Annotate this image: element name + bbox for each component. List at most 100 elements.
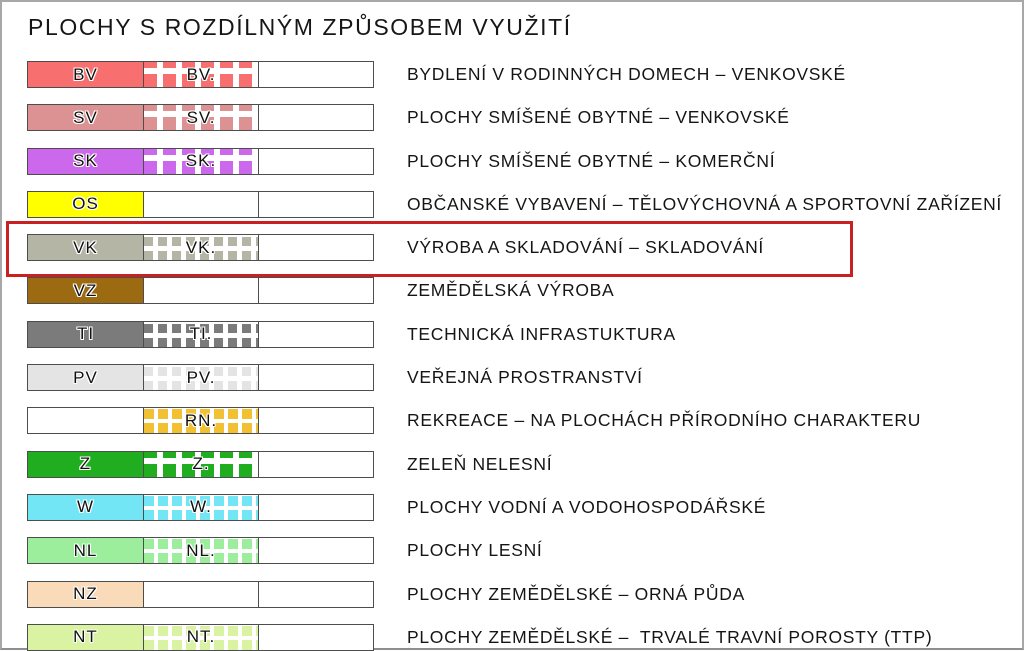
- legend-row-TI: TI TI. TECHNICKÁ INFRASTUKTURA: [27, 320, 1022, 348]
- swatch-bar: SV SV.: [27, 104, 374, 132]
- area-code-label: SV: [73, 107, 98, 127]
- area-code-label: OS: [72, 194, 99, 214]
- empty-swatch: [259, 105, 373, 131]
- empty-swatch: [259, 408, 373, 434]
- area-code-label: NT: [73, 627, 98, 647]
- color-swatch: NZ: [28, 581, 144, 607]
- area-description: TECHNICKÁ INFRASTUKTURA: [407, 323, 676, 344]
- pattern-swatch: PV.: [144, 365, 259, 391]
- legend-row-SV: SV SV. PLOCHY SMÍŠENÉ OBYTNÉ – VENKOVSKÉ: [27, 104, 1022, 132]
- empty-swatch: [259, 624, 373, 650]
- color-swatch: SV: [28, 105, 144, 131]
- pattern-swatch: RN.: [144, 408, 259, 434]
- empty-swatch: [259, 235, 373, 261]
- area-code-label: SK: [73, 151, 98, 171]
- pattern-swatch: NL.: [144, 538, 259, 564]
- area-code-label: W: [76, 497, 95, 517]
- legend-row-PV: PV PV. VEŘEJNÁ PROSTRANSTVÍ: [27, 364, 1022, 392]
- swatch-bar: VK VK.: [27, 234, 374, 262]
- swatch-bar: NL NL.: [27, 537, 374, 565]
- legend-row-NZ: NZ PLOCHY ZEMĚDĚLSKÉ – ORNÁ PŮDA: [27, 580, 1022, 608]
- empty-swatch: [259, 62, 373, 87]
- swatch-bar: TI TI.: [27, 320, 374, 348]
- color-swatch: VK: [28, 235, 144, 261]
- pattern-swatch: [144, 191, 259, 217]
- pattern-swatch: TI.: [144, 321, 259, 347]
- area-description: PLOCHY SMÍŠENÉ OBYTNÉ – KOMERČNÍ: [407, 150, 776, 171]
- empty-swatch: [259, 538, 373, 564]
- swatch-bar: W W.: [27, 493, 374, 521]
- pattern-swatch: [144, 581, 259, 607]
- area-description: PLOCHY SMÍŠENÉ OBYTNÉ – VENKOVSKÉ: [407, 107, 790, 128]
- pattern-code-label: SK.: [185, 151, 217, 171]
- color-swatch: OS: [28, 191, 144, 217]
- empty-swatch: [259, 494, 373, 520]
- area-code-label: NL: [73, 540, 98, 560]
- area-description: PLOCHY ZEMĚDĚLSKÉ – ORNÁ PŮDA: [407, 583, 745, 604]
- area-description: VÝROBA A SKLADOVÁNÍ – SKLADOVÁNÍ: [407, 237, 764, 258]
- legend-row-SK: SK SK. PLOCHY SMÍŠENÉ OBYTNÉ – KOMERČNÍ: [27, 147, 1022, 175]
- color-swatch: [28, 408, 144, 434]
- swatch-bar: NT NT.: [27, 623, 374, 651]
- pattern-code-label: W.: [190, 497, 212, 517]
- area-code-label: PV: [73, 367, 98, 387]
- legend-row-VZ: VZ ZEMĚDĚLSKÁ VÝROBA: [27, 277, 1022, 305]
- area-code-label: VZ: [73, 280, 98, 300]
- swatch-bar: OS: [27, 190, 374, 218]
- color-swatch: SK: [28, 148, 144, 174]
- swatch-bar: PV PV.: [27, 364, 374, 392]
- swatch-bar: NZ: [27, 580, 374, 608]
- swatch-bar: VZ: [27, 277, 374, 305]
- empty-swatch: [259, 581, 373, 607]
- color-swatch: VZ: [28, 278, 144, 304]
- pattern-swatch: [144, 278, 259, 304]
- area-code-label: NZ: [73, 584, 98, 604]
- area-description: PLOCHY LESNÍ: [407, 540, 543, 561]
- pattern-code-label: VK.: [185, 237, 217, 257]
- page-title: PLOCHY S ROZDÍLNÝM ZPŮSOBEM VYUŽITÍ: [28, 14, 572, 40]
- empty-swatch: [259, 451, 373, 477]
- color-swatch: W: [28, 494, 144, 520]
- pattern-swatch: NT.: [144, 624, 259, 650]
- pattern-swatch: SV.: [144, 105, 259, 131]
- pattern-code-label: NL.: [186, 540, 216, 560]
- legend-row-NT: NT NT. PLOCHY ZEMĚDĚLSKÉ – TRVALÉ TRAVNÍ…: [27, 623, 1022, 651]
- area-code-label: TI: [76, 324, 95, 344]
- area-description: PLOCHY VODNÍ A VODOHOSPODÁŘSKÉ: [407, 496, 767, 517]
- empty-swatch: [259, 191, 373, 217]
- pattern-code-label: Z.: [192, 454, 210, 474]
- color-swatch: NL: [28, 538, 144, 564]
- legend-row-BV: BV BV. BYDLENÍ V RODINNÝCH DOMECH – VENK…: [27, 61, 1022, 88]
- area-code-label: BV: [73, 64, 98, 84]
- empty-swatch: [259, 321, 373, 347]
- area-description: ZELEŇ NELESNÍ: [407, 453, 553, 474]
- area-description: OBČANSKÉ VYBAVENÍ – TĚLOVÝCHOVNÁ A SPORT…: [407, 193, 1002, 214]
- swatch-bar: RN.: [27, 407, 374, 435]
- area-description: PLOCHY ZEMĚDĚLSKÉ – TRVALÉ TRAVNÍ POROST…: [407, 626, 933, 647]
- area-description: VEŘEJNÁ PROSTRANSTVÍ: [407, 367, 643, 388]
- color-swatch: TI: [28, 321, 144, 347]
- color-swatch: Z: [28, 451, 144, 477]
- color-swatch: NT: [28, 624, 144, 650]
- legend-row-RN: RN. REKREACE – NA PLOCHÁCH PŘÍRODNÍHO CH…: [27, 407, 1022, 435]
- area-description: ZEMĚDĚLSKÁ VÝROBA: [407, 280, 615, 301]
- pattern-code-label: TI.: [189, 324, 213, 344]
- pattern-swatch: BV.: [144, 62, 259, 87]
- swatch-bar: BV BV.: [27, 61, 374, 88]
- area-description: REKREACE – NA PLOCHÁCH PŘÍRODNÍHO CHARAK…: [407, 410, 922, 431]
- empty-swatch: [259, 365, 373, 391]
- pattern-code-label: PV.: [186, 367, 216, 387]
- swatch-bar: Z Z.: [27, 450, 374, 478]
- legend-row-W: W W. PLOCHY VODNÍ A VODOHOSPODÁŘSKÉ: [27, 493, 1022, 521]
- legend-list: BV BV. BYDLENÍ V RODINNÝCH DOMECH – VENK…: [6, 61, 1022, 651]
- pattern-code-label: NT.: [186, 627, 216, 647]
- legend-row-VK: VK VK. VÝROBA A SKLADOVÁNÍ – SKLADOVÁNÍ: [6, 221, 1022, 278]
- color-swatch: PV: [28, 365, 144, 391]
- swatch-bar: SK SK.: [27, 147, 374, 175]
- empty-swatch: [259, 278, 373, 304]
- color-swatch: BV: [28, 62, 144, 87]
- empty-swatch: [259, 148, 373, 174]
- area-code-label: VK: [73, 237, 98, 257]
- area-code-label: Z: [79, 454, 92, 474]
